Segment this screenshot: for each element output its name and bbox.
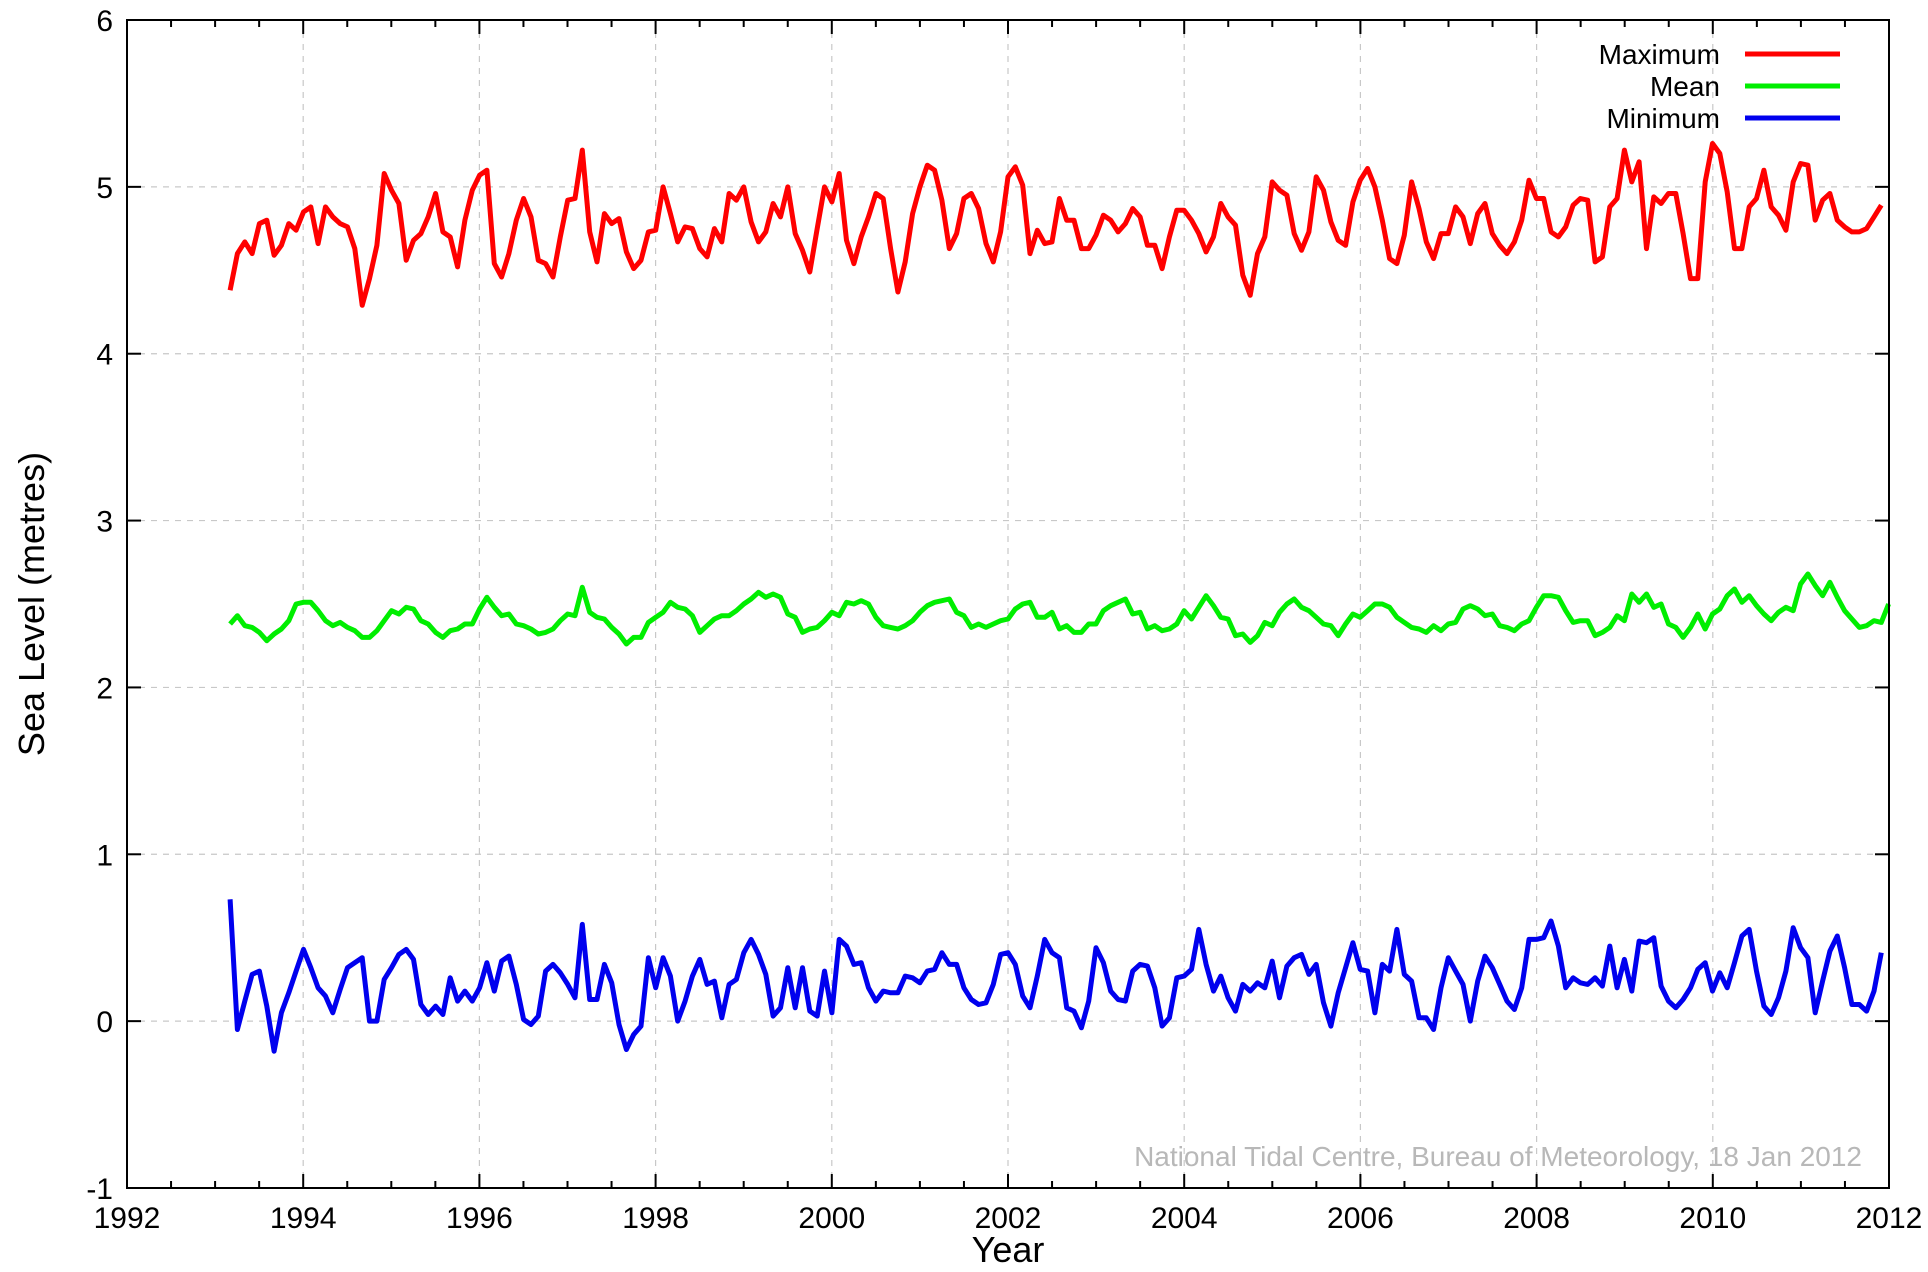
y-tick-label: -1 — [86, 1173, 113, 1206]
y-tick-label: 4 — [96, 339, 113, 372]
series-lines — [227, 141, 1891, 1054]
x-tick-label: 2004 — [1151, 1202, 1218, 1235]
y-tick-label: 2 — [96, 672, 113, 705]
legend-label-maximum: Maximum — [1599, 39, 1720, 70]
legend-label-minimum: Minimum — [1606, 103, 1720, 134]
y-tick-label: 5 — [96, 172, 113, 205]
x-tick-label: 2010 — [1679, 1202, 1746, 1235]
y-tick-label: 3 — [96, 506, 113, 539]
y-tick-label: 0 — [96, 1006, 113, 1039]
series-line-minimum — [227, 899, 1884, 1054]
x-tick-label: 2012 — [1856, 1202, 1923, 1235]
x-tick-label: 2002 — [975, 1202, 1042, 1235]
x-tick-label: 1998 — [622, 1202, 689, 1235]
y-tick-label: 6 — [96, 5, 113, 38]
axis-tick-labels: -1 0 1 2 3 4 5 6 1992 1994 1996 1998 2000 2002 2004 200… — [86, 5, 1922, 1235]
x-tick-label: 1994 — [270, 1202, 337, 1235]
x-tick-label: 1996 — [446, 1202, 513, 1235]
x-tick-label: 1992 — [94, 1202, 161, 1235]
x-tick-label: 2008 — [1503, 1202, 1570, 1235]
series-line-maximum — [227, 141, 1884, 308]
legend-label-mean: Mean — [1650, 71, 1720, 102]
x-tick-label: 2000 — [798, 1202, 865, 1235]
axis-ticks — [126, 19, 1890, 1189]
y-tick-label: 1 — [96, 839, 113, 872]
credit-text: National Tidal Centre, Bureau of Meteoro… — [1134, 1141, 1862, 1172]
y-axis-title: Sea Level (metres) — [11, 452, 52, 756]
x-tick-label: 2006 — [1327, 1202, 1394, 1235]
x-axis-title: Year — [972, 1229, 1045, 1270]
series-line-mean — [228, 571, 1891, 647]
